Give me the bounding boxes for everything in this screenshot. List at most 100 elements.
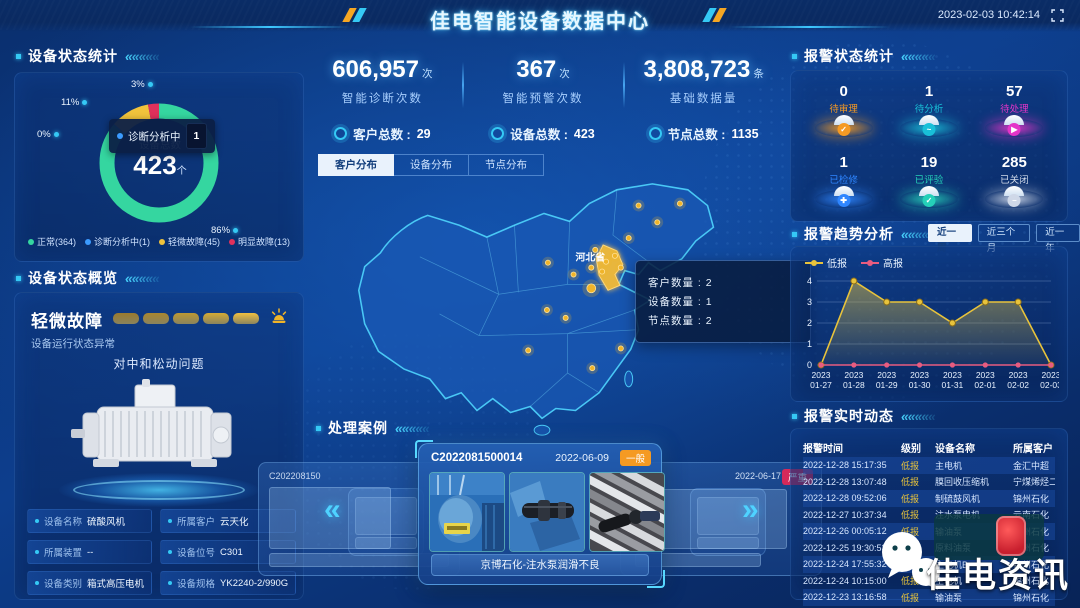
- case-card-main[interactable]: C2022081500014 2022-06-09 一般: [415, 440, 665, 588]
- map-marker[interactable]: [635, 202, 642, 209]
- area-fill-低报: [821, 281, 1051, 365]
- feed-cell-customer: 金汇中超: [1013, 460, 1050, 471]
- feed-row[interactable]: 2022-12-24 10:15:00 低报 主电机 锦州石化: [803, 573, 1055, 590]
- map-marker[interactable]: [588, 264, 595, 271]
- donut-pct-label-明显故障: 3%: [131, 79, 153, 90]
- trend-button-近三个月[interactable]: 近三个月: [977, 224, 1031, 254]
- map-marker[interactable]: [676, 200, 683, 207]
- kpi-label: 智能预警次数: [502, 93, 584, 105]
- map-marker[interactable]: [589, 365, 596, 372]
- map-marker[interactable]: [654, 219, 661, 226]
- tab-设备分布[interactable]: 设备分布: [394, 154, 469, 176]
- map-marker[interactable]: [525, 347, 532, 354]
- severity-bar-2: [143, 313, 169, 324]
- feed-row[interactable]: 2022-12-25 19:30:53 低报 原料油泵 锦州石化: [803, 540, 1055, 557]
- china-map-svg[interactable]: 河北省: [300, 176, 786, 442]
- legend-item-明显故障: 明显故障(13): [229, 235, 290, 248]
- trend-button-近一周[interactable]: 近一周: [928, 224, 972, 254]
- pct-text: 11%: [61, 97, 80, 108]
- point-低报[interactable]: [916, 298, 924, 306]
- point-高报[interactable]: [1015, 362, 1021, 368]
- feed-row[interactable]: 2022-12-26 00:05:12 低报 输油泵 锦州石化: [803, 523, 1055, 540]
- alarm-orb-已检修[interactable]: 1 已检修 ✚: [801, 146, 886, 217]
- trend-legend-低报: 低报: [805, 255, 847, 270]
- alarm-orb-待审理[interactable]: 0 待审理 ✓: [801, 75, 886, 146]
- map-marker[interactable]: [544, 259, 551, 266]
- point-低报[interactable]: [850, 277, 858, 285]
- case-photo-coupling[interactable]: [509, 472, 585, 552]
- point-高报[interactable]: [884, 362, 890, 368]
- legend-dot: [84, 238, 91, 245]
- kpi-label: 基础数据量: [669, 93, 738, 105]
- chip-value: C301: [220, 546, 243, 558]
- point-高报[interactable]: [949, 362, 956, 368]
- feed-cell-time: 2022-12-24 10:15:00: [803, 575, 887, 586]
- map-marker[interactable]: [592, 246, 599, 253]
- map-marker[interactable]: [625, 235, 632, 242]
- legend-label: 诊断分析中(1): [93, 237, 150, 247]
- trend-button-近一年[interactable]: 近一年: [1036, 224, 1080, 254]
- device-field-设备类别: 设备类别 箱式高压电机: [27, 571, 153, 595]
- feed-row[interactable]: 2022-12-28 09:52:06 低报 制硫鼓风机 锦州石化: [803, 490, 1055, 507]
- fullscreen-icon[interactable]: [1051, 9, 1064, 22]
- map-marker[interactable]: [543, 307, 550, 313]
- point-高报[interactable]: [982, 362, 988, 368]
- feed-row[interactable]: 2022-12-28 13:07:48 低报 膜回收压缩机 宁煤烯烃二分: [803, 474, 1055, 491]
- x-tick-label: 2023 01-31: [942, 370, 964, 390]
- map-marker[interactable]: [599, 268, 606, 275]
- tab-节点分布[interactable]: 节点分布: [469, 154, 544, 176]
- alarm-orb-待处理[interactable]: 57 待处理 ▶: [972, 75, 1057, 146]
- feed-row[interactable]: 2022-12-23 13:16:58 低报 输油泵 锦州石化: [803, 589, 1055, 606]
- map-tooltip-row-客户数量: 客户数量 : 2: [648, 277, 713, 289]
- corner-decor: [415, 440, 433, 458]
- ring-icon: [334, 127, 348, 140]
- map-marker[interactable]: [570, 271, 577, 278]
- section-alarm-trend: 报警趋势分析: [792, 226, 935, 242]
- ring-icon: [491, 127, 505, 140]
- chip-dot: [35, 581, 39, 585]
- point-低报[interactable]: [948, 319, 956, 327]
- trend-chart[interactable]: 0 1 2 3 4 2023 01-27 2023 01-28 2023 01-29 2023 01-3…: [797, 269, 1059, 397]
- point-低报[interactable]: [981, 298, 989, 306]
- map-marker[interactable]: [586, 283, 597, 294]
- device-status-donut-chart[interactable]: [89, 93, 229, 233]
- carousel-next-arrow[interactable]: »: [742, 493, 759, 526]
- point-高报[interactable]: [851, 362, 857, 368]
- chip-value: YK2240-2/990G: [220, 577, 289, 589]
- map-tooltip-row-设备数量: 设备数量 : 1: [648, 296, 713, 308]
- map-marker[interactable]: [617, 345, 624, 352]
- tab-客户分布[interactable]: 客户分布: [318, 154, 394, 176]
- point-高报[interactable]: [818, 362, 824, 368]
- donut-segment-明显故障[interactable]: [99, 103, 219, 223]
- point-高报[interactable]: [916, 362, 923, 368]
- tooltip-dot: [117, 133, 123, 139]
- carousel-card-mid-left[interactable]: C202208150: [258, 462, 460, 576]
- x-tick-label: 2023 01-27: [810, 370, 832, 390]
- orb-dome: [833, 186, 854, 196]
- point-高报[interactable]: [1048, 362, 1054, 368]
- carousel-card-far-right[interactable]: [690, 488, 766, 556]
- motor-platform-glow: [59, 473, 259, 507]
- alarm-feed-panel: 报警时间 级别 设备名称 所属客户 2022-12-28 15:17:35 低报 主电机 金汇…: [790, 428, 1068, 606]
- alarm-orb-待分析[interactable]: 1 待分析 ~: [886, 75, 971, 146]
- feed-row[interactable]: 2022-12-27 10:37:34 低报 注水泵电机 云南石化: [803, 507, 1055, 524]
- point-低报[interactable]: [1014, 298, 1022, 306]
- kpi-智能诊断次数: 606,957 次智能诊断次数: [302, 56, 463, 118]
- point-低报[interactable]: [883, 298, 891, 306]
- page-title: 佳电智能设备数据中心: [430, 11, 650, 33]
- map-marker[interactable]: [611, 252, 618, 259]
- feed-row[interactable]: 2022-12-28 15:17:35 低报 主电机 金汇中超: [803, 457, 1055, 474]
- map-marker[interactable]: [617, 264, 624, 271]
- feed-row[interactable]: 2022-12-24 17:55:32 高报 主电机B 锦州石化: [803, 556, 1055, 573]
- alarm-orb-已关闭[interactable]: 285 已关闭 −: [972, 146, 1057, 217]
- alarm-orb-已评验[interactable]: 19 已评验 ✓: [886, 146, 971, 217]
- case-photo-pump[interactable]: [429, 472, 505, 552]
- carousel-card-far-left[interactable]: [348, 488, 424, 556]
- carousel-prev-arrow[interactable]: «: [324, 493, 341, 526]
- case-photo-fins[interactable]: [589, 472, 665, 552]
- map-marker[interactable]: [562, 314, 569, 321]
- map-marker[interactable]: [603, 258, 610, 265]
- chevrons-decor: [901, 408, 935, 424]
- chip-label: 设备名称: [44, 517, 83, 528]
- device-overview-panel: 轻微故障 设备运行状态异常 对中和松动问题: [14, 292, 304, 600]
